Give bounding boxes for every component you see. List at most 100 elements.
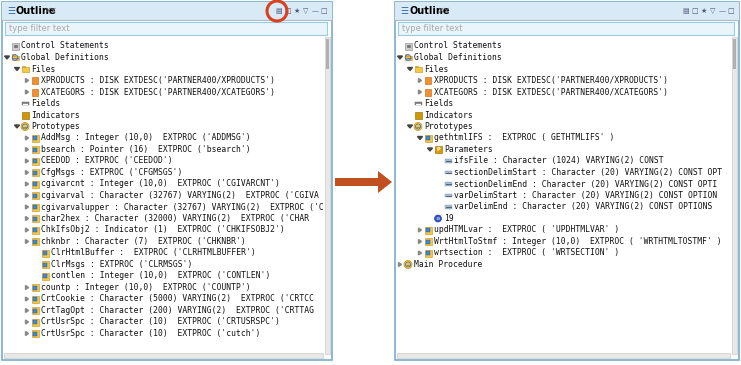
Bar — [445, 182, 451, 186]
Bar — [21, 102, 28, 105]
Bar — [43, 251, 47, 255]
Bar — [33, 159, 37, 163]
Bar — [395, 2, 739, 20]
Text: ××: ×× — [438, 7, 451, 15]
Polygon shape — [419, 228, 422, 232]
Bar — [2, 2, 332, 20]
Circle shape — [21, 123, 29, 131]
Bar — [425, 250, 431, 257]
Text: WrtHtmlToStmf : Integer (10,0)  EXTPROC ( 'WRTHTMLTOSTMF' ): WrtHtmlToStmf : Integer (10,0) EXTPROC (… — [434, 237, 722, 246]
Bar — [425, 227, 431, 234]
Text: Control Statements: Control Statements — [21, 42, 109, 50]
Bar — [21, 67, 28, 72]
Text: □: □ — [728, 8, 734, 14]
Text: chknbr : Character (7)  EXTPROC ('CHKNBR'): chknbr : Character (7) EXTPROC ('CHKNBR'… — [41, 237, 246, 246]
Bar — [32, 146, 39, 153]
Polygon shape — [25, 285, 28, 289]
Polygon shape — [25, 320, 28, 324]
Bar — [32, 319, 39, 326]
Polygon shape — [25, 78, 28, 82]
Bar — [445, 194, 451, 197]
Text: Global Definitions: Global Definitions — [414, 53, 502, 62]
Bar — [12, 55, 19, 60]
Text: CrtTagOpt : Character (200) VARYING(2)  EXTPROC ('CRTTAG: CrtTagOpt : Character (200) VARYING(2) E… — [41, 306, 314, 315]
Text: ★: ★ — [701, 8, 707, 14]
Text: cgivarvalupper : Character (32767) VARYING(2)  EXTPROC ('C: cgivarvalupper : Character (32767) VARYI… — [41, 203, 324, 211]
Polygon shape — [419, 78, 422, 82]
Text: —: — — [719, 8, 725, 14]
Bar — [414, 65, 418, 67]
Bar — [425, 134, 431, 142]
Text: ☰: ☰ — [7, 7, 15, 15]
Bar — [33, 182, 37, 186]
Bar — [33, 331, 37, 335]
Text: ☰: ☰ — [400, 7, 408, 15]
Text: sectionDelimEnd : Character (20) VARYING(2) CONST OPTI: sectionDelimEnd : Character (20) VARYING… — [454, 180, 717, 188]
Text: XCATEGORS : DISK EXTDESC('PARTNER400/XCATEGORS'): XCATEGORS : DISK EXTDESC('PARTNER400/XCA… — [41, 88, 275, 96]
Bar — [33, 228, 37, 232]
Text: CrtUsrSpc : Character (10)  EXTPROC ('cutch'): CrtUsrSpc : Character (10) EXTPROC ('cut… — [41, 329, 260, 338]
Text: bsearch : Pointer (16)  EXTPROC ('bsearch'): bsearch : Pointer (16) EXTPROC ('bsearch… — [41, 145, 250, 154]
Text: 19: 19 — [444, 214, 453, 223]
Polygon shape — [25, 216, 28, 220]
Bar — [397, 353, 730, 358]
Text: □: □ — [321, 8, 328, 14]
Text: XCATEGORS : DISK EXTDESC('PARTNER400/XCATEGORS'): XCATEGORS : DISK EXTDESC('PARTNER400/XCA… — [434, 88, 668, 96]
Bar — [414, 111, 422, 119]
Polygon shape — [25, 228, 28, 232]
Bar — [41, 261, 48, 268]
Bar — [4, 353, 323, 358]
Text: 19: 19 — [436, 216, 441, 220]
Polygon shape — [25, 331, 28, 335]
Polygon shape — [25, 90, 28, 94]
Text: CrtUsrSpc : Character (10)  EXTPROC ('CRTUSRSPC'): CrtUsrSpc : Character (10) EXTPROC ('CRT… — [41, 318, 280, 327]
Text: ★: ★ — [294, 8, 300, 14]
Bar — [43, 262, 47, 266]
Text: type filter text: type filter text — [9, 24, 70, 33]
Circle shape — [414, 123, 422, 131]
Bar — [33, 239, 37, 243]
Bar — [32, 284, 39, 291]
Bar — [32, 192, 39, 199]
Text: countp : Integer (10,0)  EXTPROC ('COUNTP'): countp : Integer (10,0) EXTPROC ('COUNTP… — [41, 283, 250, 292]
Text: varDelimEnd : Character (20) VARYING(2) CONST OPTIONS: varDelimEnd : Character (20) VARYING(2) … — [454, 203, 712, 211]
Bar — [405, 55, 411, 60]
Polygon shape — [25, 239, 28, 243]
Bar — [32, 134, 39, 142]
Bar — [33, 216, 37, 220]
Text: sectionDelimStart : Character (20) VARYING(2) CONST OPT: sectionDelimStart : Character (20) VARYI… — [454, 168, 722, 177]
Polygon shape — [25, 308, 28, 312]
Bar — [32, 158, 39, 165]
Bar — [12, 54, 15, 55]
Bar — [33, 205, 37, 209]
Polygon shape — [25, 159, 28, 163]
Text: CrtCookie : Character (5000) VARYING(2)  EXTPROC ('CRTCC: CrtCookie : Character (5000) VARYING(2) … — [41, 295, 314, 304]
Bar — [21, 65, 25, 67]
Bar — [405, 54, 408, 55]
Polygon shape — [4, 56, 10, 59]
Bar — [33, 320, 37, 324]
Bar — [32, 77, 38, 84]
Bar — [32, 307, 39, 314]
Polygon shape — [399, 262, 402, 266]
Bar — [32, 215, 39, 222]
Text: Indicators: Indicators — [424, 111, 473, 119]
Text: P: P — [436, 147, 440, 152]
Bar — [33, 308, 37, 312]
Polygon shape — [419, 239, 422, 243]
Polygon shape — [397, 56, 402, 59]
Text: CEEDOD : EXTPROC ('CEEDOD'): CEEDOD : EXTPROC ('CEEDOD') — [41, 157, 173, 165]
Bar — [426, 228, 430, 232]
Bar — [32, 181, 39, 188]
Bar — [445, 171, 451, 174]
Text: gethtmlIFS :  EXTPROC ( GETHTMLIFS' ): gethtmlIFS : EXTPROC ( GETHTMLIFS' ) — [434, 134, 614, 142]
Bar — [33, 285, 37, 289]
Polygon shape — [15, 68, 19, 70]
Bar — [425, 88, 431, 96]
Text: □: □ — [691, 8, 698, 14]
Bar — [425, 77, 431, 84]
Text: ▤: ▤ — [682, 8, 689, 14]
Text: Files: Files — [31, 65, 56, 73]
Polygon shape — [335, 171, 392, 193]
Polygon shape — [419, 90, 422, 94]
